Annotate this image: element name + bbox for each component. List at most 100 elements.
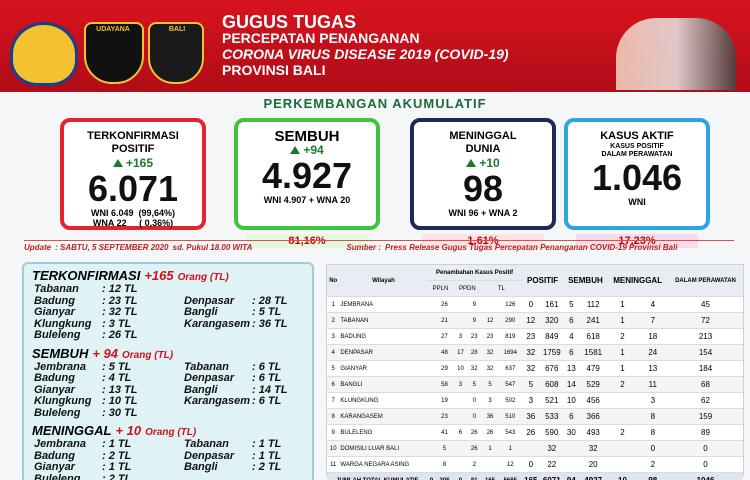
cell: 22	[539, 456, 564, 473]
cell: 68	[667, 376, 743, 393]
cell: 30	[563, 424, 580, 441]
region: Gianyar	[34, 383, 75, 396]
cell: 320	[539, 312, 564, 329]
photo	[616, 18, 736, 90]
cell: 2	[607, 328, 638, 345]
cell: DOMISILI LUAR BALI	[339, 440, 428, 457]
cell: 13	[563, 360, 580, 377]
cell: 32	[521, 344, 540, 361]
title-line: PROVINSI BALI	[222, 62, 326, 78]
region: Bangli	[184, 306, 218, 318]
up-arrow	[290, 146, 301, 154]
up-arrow	[466, 159, 477, 167]
region: Badung	[34, 294, 75, 307]
cell: 456	[579, 392, 608, 409]
cell	[453, 440, 468, 457]
cell	[453, 296, 468, 313]
count: : 13 TL	[102, 383, 138, 396]
card-title: TERKONFIRMASI	[87, 130, 179, 142]
cell: 23	[521, 328, 540, 345]
cell: 1694	[498, 344, 522, 361]
cell: 4	[327, 344, 340, 361]
section-title: PERKEMBANGAN AKUMULATIF	[263, 96, 487, 111]
header-cell: SEMBUH	[563, 265, 608, 297]
cell: 26	[467, 424, 482, 441]
cell: 23	[435, 408, 454, 425]
cell: BADUNG	[339, 328, 428, 345]
percent: 1,61%	[422, 234, 544, 248]
count: : 30 TL	[102, 406, 138, 419]
cell: 510	[498, 408, 522, 425]
cell: 36	[481, 408, 499, 425]
cell	[607, 440, 638, 457]
count: : 12 TL	[102, 283, 138, 295]
data-row: 9 BULELENG 41 6 26 26 543 26 590 30 493 2 8 89	[327, 424, 743, 441]
header-cell: No	[327, 265, 340, 297]
cell: 1	[607, 296, 638, 313]
cell: 5	[467, 376, 482, 393]
cell: 32	[467, 360, 482, 377]
count: : 26 TL	[102, 329, 138, 341]
count: : 6 TL	[252, 372, 282, 384]
cell: 6	[563, 312, 580, 329]
cell	[453, 456, 468, 473]
header-cell: TL	[481, 280, 522, 297]
cell: 81	[467, 472, 482, 480]
percent: 81,16%	[246, 234, 368, 248]
update-time: sd. Pukul 18.00 WITA	[172, 243, 253, 252]
region: Tabanan	[184, 438, 229, 450]
cell	[427, 328, 436, 345]
cell: 3	[327, 328, 340, 345]
delta: +165	[144, 268, 174, 283]
cell: 12	[481, 312, 499, 329]
delta: + 10	[115, 423, 142, 438]
region: Jembrana	[34, 360, 86, 373]
cell: 13	[637, 360, 668, 377]
count: : 28 TL	[252, 294, 288, 307]
cell: 62	[667, 392, 743, 409]
logo-udayana	[84, 22, 144, 84]
count: : 14 TL	[252, 383, 288, 396]
cell: 543	[498, 424, 522, 441]
count: : 10 TL	[102, 395, 138, 407]
region: Denpasar	[184, 372, 235, 384]
cell: 23	[467, 328, 482, 345]
cell: 12	[521, 312, 540, 329]
detail: WNA 22 ( 0,36%)	[92, 218, 174, 228]
cell: 6	[453, 424, 468, 441]
cell: 502	[498, 392, 522, 409]
cell: 165	[481, 472, 499, 480]
region: Gianyar	[34, 306, 75, 318]
cell: JEMBRANA	[339, 296, 428, 313]
cell: 9	[467, 296, 482, 313]
count: : 2 TL	[252, 461, 282, 473]
unit: Orang (TL)	[177, 272, 229, 283]
delta: +10	[414, 156, 552, 170]
heading: MENINGGAL	[32, 423, 112, 438]
cell: 0	[637, 440, 668, 457]
header-cell: MENINGGAL	[607, 265, 668, 297]
cell: 154	[667, 344, 743, 361]
cell: 2	[607, 376, 638, 393]
cell	[563, 440, 580, 457]
cell: 1759	[539, 344, 564, 361]
heading: SEMBUH	[32, 345, 89, 361]
cell: 305	[435, 472, 454, 480]
detail: WNI 4.907 + WNA 20	[263, 195, 351, 205]
card-title: DALAM PERAWATAN	[601, 151, 673, 158]
cell: 26	[435, 296, 454, 313]
cell: 290	[498, 312, 522, 329]
count: : 3 TL	[102, 317, 132, 330]
header-cell: DALAM PERAWATAN	[667, 265, 743, 297]
region: Badung	[34, 372, 75, 384]
total: 98	[462, 168, 504, 209]
data-row: 7 KLUNGKUNG 19 0 3 502 3 521 10 456 3 62	[327, 392, 743, 409]
cell: 8	[435, 456, 454, 473]
region: Klungkung	[34, 317, 92, 330]
region: Denpasar	[184, 294, 235, 307]
cell: 241	[579, 312, 608, 329]
cell: 2	[607, 424, 638, 441]
cell: 32	[539, 440, 564, 457]
cell: 9	[327, 424, 340, 441]
